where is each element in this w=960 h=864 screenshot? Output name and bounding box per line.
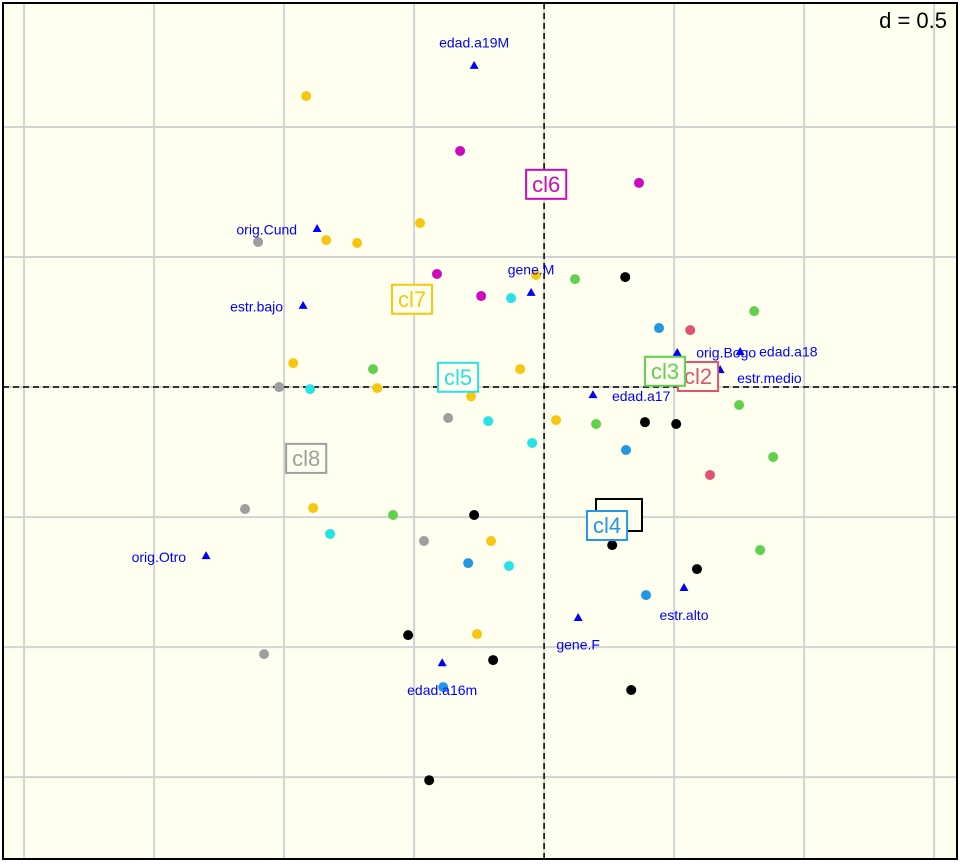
point bbox=[431, 268, 442, 279]
class-label: cl5 bbox=[444, 365, 472, 390]
point bbox=[253, 236, 264, 247]
variable-label: orig.Bogo bbox=[696, 345, 756, 361]
point bbox=[704, 469, 715, 480]
class-box bbox=[525, 168, 568, 200]
variable-marker bbox=[588, 390, 598, 399]
point bbox=[472, 629, 483, 640]
point bbox=[455, 145, 466, 156]
point bbox=[641, 590, 652, 601]
class-box bbox=[643, 355, 687, 387]
point bbox=[515, 364, 526, 375]
class-label: cl2 bbox=[684, 364, 712, 389]
point bbox=[691, 564, 702, 575]
point bbox=[607, 540, 618, 551]
variable-marker bbox=[679, 583, 689, 592]
point bbox=[483, 416, 494, 427]
point bbox=[685, 325, 696, 336]
class-box bbox=[390, 283, 434, 315]
variable-marker bbox=[526, 287, 536, 296]
point bbox=[503, 560, 514, 571]
point bbox=[551, 415, 562, 426]
point bbox=[463, 558, 474, 569]
point bbox=[486, 535, 497, 546]
point bbox=[654, 323, 665, 334]
point bbox=[438, 682, 449, 693]
variable-label: gene.M bbox=[508, 262, 555, 278]
variable-marker bbox=[672, 347, 682, 356]
point bbox=[352, 238, 363, 249]
variable-label: estr.medio bbox=[737, 370, 802, 386]
variable-marker bbox=[573, 612, 583, 621]
point bbox=[403, 630, 414, 641]
variable-marker bbox=[735, 346, 745, 355]
class-box bbox=[585, 509, 629, 541]
variable-label: edad.a16m bbox=[407, 682, 477, 698]
point bbox=[288, 358, 299, 369]
variable-label: edad.a18 bbox=[759, 344, 818, 360]
point bbox=[466, 391, 477, 402]
class-label: cl4 bbox=[593, 513, 621, 538]
class-box bbox=[436, 361, 480, 393]
point bbox=[570, 274, 581, 285]
variable-label: edad.a17 bbox=[612, 388, 671, 404]
point bbox=[639, 417, 650, 428]
point bbox=[274, 382, 285, 393]
variable-label: orig.Cund bbox=[236, 222, 297, 238]
point bbox=[325, 528, 336, 539]
class-box bbox=[285, 442, 328, 474]
point bbox=[469, 509, 480, 520]
point bbox=[308, 502, 319, 513]
variable-marker bbox=[312, 223, 322, 232]
class-label: cl3 bbox=[651, 359, 679, 384]
variable-label: estr.bajo bbox=[230, 299, 283, 315]
point bbox=[372, 383, 383, 394]
point bbox=[620, 272, 631, 283]
scale-label: d = 0.5 bbox=[879, 8, 947, 33]
point bbox=[388, 509, 399, 520]
point bbox=[620, 444, 631, 455]
point bbox=[368, 364, 379, 375]
point bbox=[527, 437, 538, 448]
point bbox=[755, 545, 766, 556]
variable-label: gene.F bbox=[556, 637, 600, 653]
point bbox=[443, 412, 454, 423]
point bbox=[415, 217, 426, 228]
point bbox=[626, 684, 637, 695]
point bbox=[305, 384, 316, 395]
variable-label: estr.alto bbox=[659, 607, 708, 623]
point bbox=[506, 293, 517, 304]
point bbox=[424, 775, 435, 786]
variable-marker bbox=[469, 60, 479, 69]
variable-label: orig.Otro bbox=[132, 549, 187, 565]
class-label: cl7 bbox=[398, 287, 426, 312]
variable-marker bbox=[201, 551, 211, 560]
variable-marker bbox=[298, 300, 308, 309]
point bbox=[259, 649, 270, 660]
point bbox=[240, 504, 251, 515]
point bbox=[531, 269, 542, 280]
plot-background bbox=[3, 3, 957, 859]
point bbox=[301, 91, 312, 102]
variable-marker bbox=[437, 658, 447, 667]
point bbox=[418, 535, 429, 546]
class-label: cl8 bbox=[292, 446, 320, 471]
point bbox=[321, 235, 332, 246]
point bbox=[476, 291, 487, 302]
point bbox=[749, 306, 760, 317]
point bbox=[671, 418, 682, 429]
point bbox=[768, 452, 779, 463]
variable-label: edad.a19M bbox=[439, 35, 509, 51]
point bbox=[488, 655, 499, 666]
point bbox=[734, 399, 745, 410]
class-label: cl6 bbox=[532, 172, 560, 197]
point bbox=[634, 177, 644, 188]
point bbox=[591, 418, 602, 429]
